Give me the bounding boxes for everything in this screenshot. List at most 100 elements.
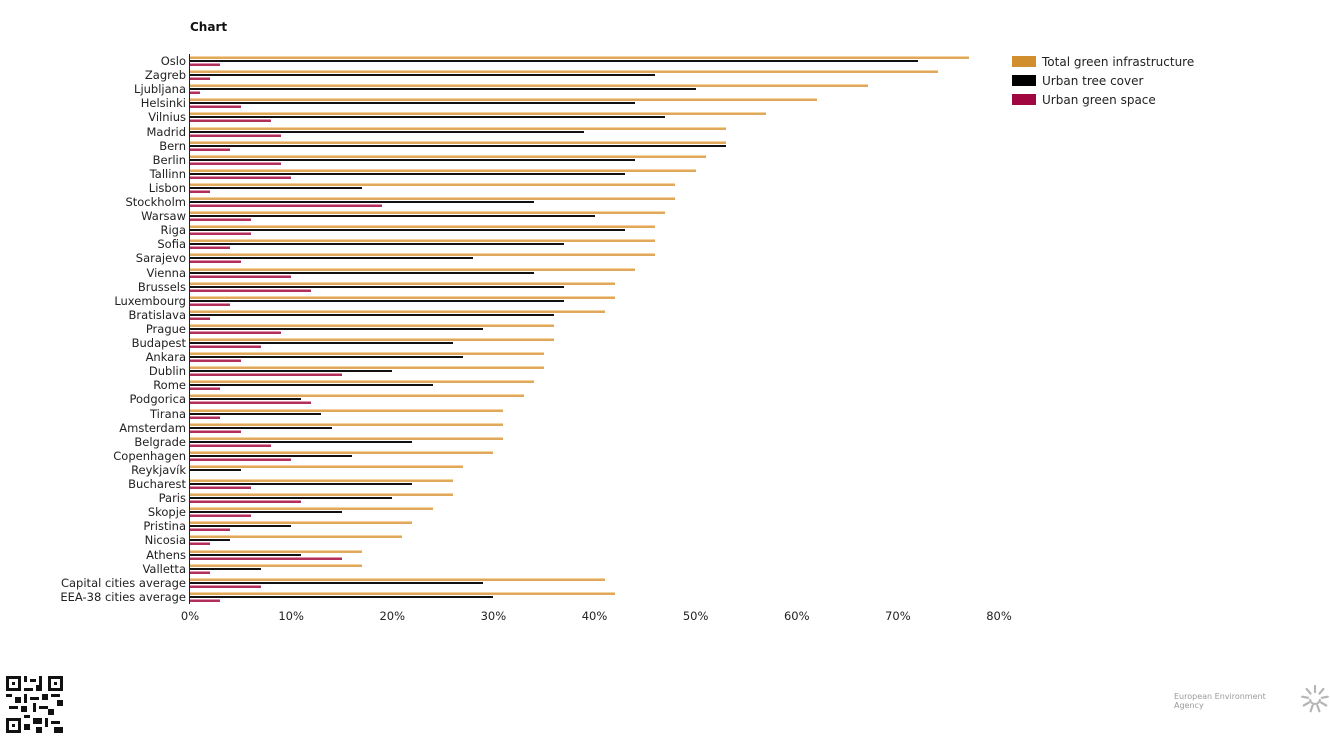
bar-green[interactable]	[190, 260, 241, 264]
bar-total[interactable]	[190, 281, 615, 285]
bar-green[interactable]	[190, 119, 271, 123]
bar-total[interactable]	[190, 352, 544, 356]
bar-total[interactable]	[190, 450, 494, 454]
bar-tree[interactable]	[190, 440, 413, 443]
bar-green[interactable]	[190, 246, 231, 250]
bar-total[interactable]	[190, 309, 605, 313]
bar-total[interactable]	[190, 323, 555, 327]
bar-green[interactable]	[190, 373, 342, 377]
bar-green[interactable]	[190, 91, 201, 95]
bar-tree[interactable]	[190, 116, 666, 119]
bar-green[interactable]	[190, 401, 312, 405]
bar-total[interactable]	[190, 563, 362, 567]
bar-green[interactable]	[190, 161, 281, 165]
bar-green[interactable]	[190, 105, 241, 109]
bar-total[interactable]	[190, 507, 433, 511]
bar-green[interactable]	[190, 500, 302, 504]
bar-tree[interactable]	[190, 370, 393, 373]
bar-tree[interactable]	[190, 426, 332, 429]
bar-total[interactable]	[190, 549, 362, 553]
bar-total[interactable]	[190, 168, 696, 172]
bar-tree[interactable]	[190, 412, 322, 415]
bar-total[interactable]	[190, 464, 464, 468]
bar-green[interactable]	[190, 232, 251, 236]
bar-tree[interactable]	[190, 257, 474, 260]
bar-total[interactable]	[190, 436, 504, 440]
bar-green[interactable]	[190, 63, 221, 66]
bar-tree[interactable]	[190, 285, 565, 288]
bar-green[interactable]	[190, 556, 342, 560]
bar-green[interactable]	[190, 542, 211, 546]
bar-tree[interactable]	[190, 581, 484, 584]
bar-tree[interactable]	[190, 243, 565, 246]
bar-tree[interactable]	[190, 215, 595, 218]
bar-total[interactable]	[190, 338, 555, 341]
bar-tree[interactable]	[190, 356, 464, 359]
bar-green[interactable]	[190, 77, 211, 81]
qr-code-icon[interactable]	[6, 676, 63, 733]
bar-green[interactable]	[190, 204, 383, 207]
bar-total[interactable]	[190, 98, 817, 102]
bar-tree[interactable]	[190, 172, 625, 175]
bar-tree[interactable]	[190, 454, 352, 457]
bar-total[interactable]	[190, 140, 726, 144]
bar-tree[interactable]	[190, 595, 494, 598]
bar-total[interactable]	[190, 408, 504, 412]
bar-total[interactable]	[190, 479, 453, 482]
bar-total[interactable]	[190, 394, 524, 398]
bar-total[interactable]	[190, 239, 656, 243]
legend-item-urban-green-space[interactable]: Urban green space	[1012, 90, 1194, 109]
bar-green[interactable]	[190, 359, 241, 363]
bar-tree[interactable]	[190, 327, 484, 330]
bar-tree[interactable]	[190, 384, 433, 387]
bar-tree[interactable]	[190, 60, 919, 62]
bar-total[interactable]	[190, 70, 939, 74]
bar-total[interactable]	[190, 253, 656, 257]
bar-green[interactable]	[190, 584, 261, 588]
bar-tree[interactable]	[190, 539, 231, 542]
bar-tree[interactable]	[190, 102, 635, 105]
bar-tree[interactable]	[190, 299, 565, 302]
bar-green[interactable]	[190, 274, 292, 278]
bar-green[interactable]	[190, 345, 261, 348]
bar-tree[interactable]	[190, 525, 292, 528]
bar-green[interactable]	[190, 528, 231, 532]
bar-tree[interactable]	[190, 497, 393, 500]
bar-tree[interactable]	[190, 483, 413, 485]
bar-total[interactable]	[190, 535, 403, 539]
bar-green[interactable]	[190, 486, 251, 489]
bar-tree[interactable]	[190, 342, 453, 344]
bar-tree[interactable]	[190, 88, 696, 91]
bar-green[interactable]	[190, 189, 211, 193]
bar-green[interactable]	[190, 598, 221, 602]
bar-total[interactable]	[190, 197, 676, 200]
bar-tree[interactable]	[190, 144, 726, 147]
bar-green[interactable]	[190, 415, 221, 419]
bar-tree[interactable]	[190, 398, 302, 401]
bar-tree[interactable]	[190, 553, 302, 556]
bar-total[interactable]	[190, 577, 605, 581]
bar-total[interactable]	[190, 493, 453, 497]
bar-tree[interactable]	[190, 271, 534, 274]
bar-tree[interactable]	[190, 130, 585, 133]
bar-green[interactable]	[190, 457, 292, 461]
bar-tree[interactable]	[190, 158, 635, 161]
bar-total[interactable]	[190, 56, 969, 59]
eea-footer[interactable]: European Environment Agency	[1174, 684, 1330, 718]
bar-green[interactable]	[190, 288, 312, 292]
bar-tree[interactable]	[190, 186, 362, 189]
bar-green[interactable]	[190, 302, 231, 306]
bar-total[interactable]	[190, 380, 534, 384]
bar-green[interactable]	[190, 570, 211, 574]
bar-total[interactable]	[190, 126, 726, 130]
legend-item-total-green-infrastructure[interactable]: Total green infrastructure	[1012, 52, 1194, 71]
bar-green[interactable]	[190, 387, 221, 391]
bar-green[interactable]	[190, 330, 281, 334]
bar-tree[interactable]	[190, 511, 342, 514]
bar-tree[interactable]	[190, 313, 555, 316]
bar-total[interactable]	[190, 84, 868, 88]
bar-tree[interactable]	[190, 201, 534, 203]
bar-tree[interactable]	[190, 74, 656, 77]
bar-green[interactable]	[190, 429, 241, 433]
bar-green[interactable]	[190, 218, 251, 222]
